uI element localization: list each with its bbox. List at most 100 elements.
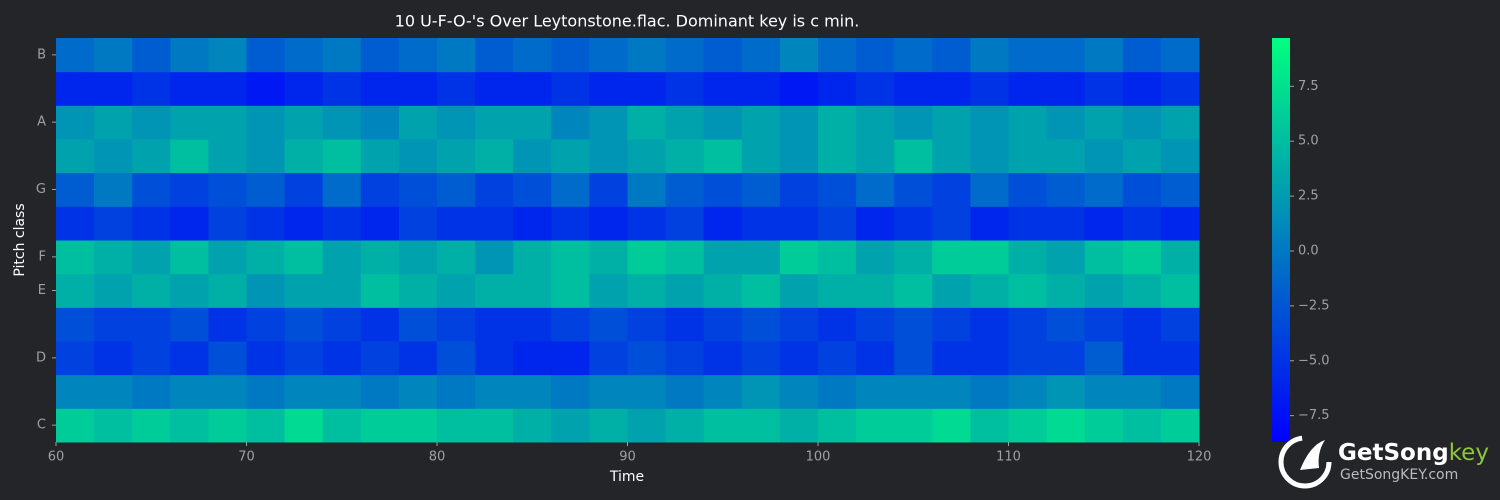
y-tick-label: D xyxy=(36,350,46,365)
heatmap-cell xyxy=(741,172,781,207)
heatmap-cell xyxy=(475,307,514,342)
heatmap-cell xyxy=(56,105,95,140)
heatmap-cell xyxy=(932,307,971,342)
heatmap-cell xyxy=(1122,240,1162,275)
heatmap-cell xyxy=(703,341,743,376)
heatmap-cell xyxy=(513,408,552,443)
heatmap-cell xyxy=(627,408,667,443)
x-tick-label: 70 xyxy=(238,450,255,465)
heatmap-cell xyxy=(1122,408,1162,443)
heatmap-cell xyxy=(627,105,667,140)
heatmap-cell xyxy=(818,71,857,106)
heatmap-cell xyxy=(589,38,628,73)
heatmap-cell xyxy=(284,38,324,73)
heatmap-cell xyxy=(360,240,400,275)
heatmap-cell xyxy=(246,307,286,342)
x-tick-label: 60 xyxy=(48,450,65,465)
heatmap-cell xyxy=(665,374,705,409)
heatmap-cell xyxy=(360,374,400,409)
heatmap-cell xyxy=(970,307,1009,342)
heatmap-cell xyxy=(475,105,514,140)
heatmap-cell xyxy=(208,172,247,207)
heatmap-cell xyxy=(665,38,705,73)
heatmap-cell xyxy=(208,71,247,106)
x-tick-label: 120 xyxy=(1187,450,1212,465)
heatmap-cell xyxy=(1046,374,1086,409)
heatmap-cell xyxy=(818,172,857,207)
heatmap-cell xyxy=(437,172,476,207)
heatmap-cell xyxy=(1008,139,1048,174)
heatmap-cell xyxy=(856,273,895,308)
heatmap-cell xyxy=(1046,172,1086,207)
heatmap-cell xyxy=(170,172,209,207)
heatmap-cell xyxy=(56,206,95,241)
heatmap-cell xyxy=(322,273,362,308)
heatmap-cell xyxy=(741,240,781,275)
heatmap-cell xyxy=(208,240,247,275)
heatmap-cell xyxy=(589,408,628,443)
heatmap-cell xyxy=(856,105,895,140)
heatmap-cell xyxy=(1160,374,1200,409)
heatmap-cell xyxy=(56,71,95,106)
heatmap-cell xyxy=(513,374,552,409)
heatmap-cells xyxy=(56,38,1200,443)
heatmap-cell xyxy=(132,139,171,174)
heatmap-cell xyxy=(208,105,247,140)
heatmap-cell xyxy=(589,105,628,140)
heatmap-cell xyxy=(437,139,476,174)
heatmap-cell xyxy=(94,240,133,275)
heatmap-cell xyxy=(398,172,438,207)
heatmap-cell xyxy=(170,273,209,308)
heatmap-cell xyxy=(894,105,933,140)
heatmap-cell xyxy=(1008,38,1048,73)
heatmap-cell xyxy=(818,105,857,140)
heatmap-cell xyxy=(246,139,286,174)
heatmap-cell xyxy=(627,38,667,73)
heatmap-cell xyxy=(1122,374,1162,409)
heatmap-cell xyxy=(1084,172,1124,207)
heatmap-cell xyxy=(208,139,247,174)
heatmap-cell xyxy=(360,273,400,308)
heatmap-cell xyxy=(132,341,171,376)
heatmap-cell xyxy=(779,240,819,275)
heatmap-cell xyxy=(322,71,362,106)
heatmap-cell xyxy=(894,341,933,376)
brand-main: GetSong xyxy=(1338,440,1449,466)
heatmap-cell xyxy=(360,38,400,73)
heatmap-cell xyxy=(284,206,324,241)
heatmap-cell xyxy=(856,71,895,106)
heatmap-cell xyxy=(398,139,438,174)
heatmap-cell xyxy=(246,172,286,207)
heatmap-cell xyxy=(437,341,476,376)
heatmap-cell xyxy=(513,273,552,308)
heatmap-cell xyxy=(246,240,286,275)
heatmap-cell xyxy=(932,139,971,174)
heatmap-cell xyxy=(475,139,514,174)
heatmap-cell xyxy=(1008,105,1048,140)
brand: GetSongkey xyxy=(1338,440,1489,466)
heatmap-cell xyxy=(360,172,400,207)
heatmap-cell xyxy=(703,374,743,409)
heatmap-cell xyxy=(589,240,628,275)
heatmap-cell xyxy=(94,105,133,140)
heatmap-cell xyxy=(322,139,362,174)
heatmap-cell xyxy=(1008,374,1048,409)
y-tick-label: C xyxy=(37,418,46,433)
heatmap-cell xyxy=(437,374,476,409)
heatmap-cell xyxy=(856,139,895,174)
heatmap-cell xyxy=(475,341,514,376)
heatmap-cell xyxy=(779,273,819,308)
heatmap-cell xyxy=(627,341,667,376)
heatmap-cell xyxy=(818,206,857,241)
heatmap-cell xyxy=(246,341,286,376)
heatmap-cell xyxy=(1160,139,1200,174)
heatmap-cell xyxy=(741,105,781,140)
heatmap-cell xyxy=(398,105,438,140)
heatmap-cell xyxy=(970,71,1009,106)
heatmap-cell xyxy=(894,206,933,241)
x-tick-label: 100 xyxy=(806,450,831,465)
heatmap-cell xyxy=(1160,240,1200,275)
heatmap-cell xyxy=(132,408,171,443)
heatmap-cell xyxy=(741,206,781,241)
